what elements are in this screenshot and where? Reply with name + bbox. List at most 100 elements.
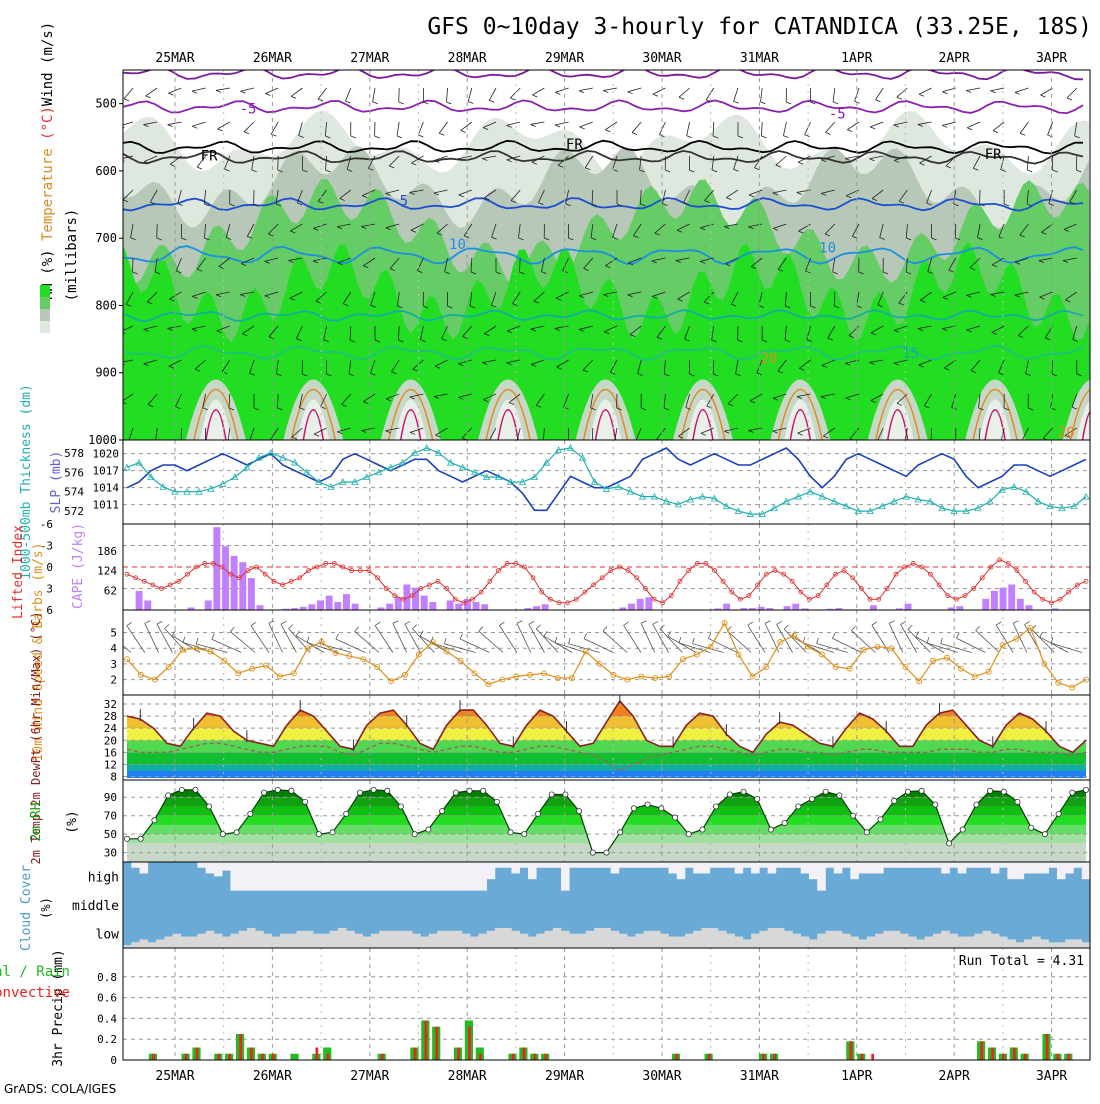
rh-marker	[782, 820, 787, 825]
thickness-tick-label: 574	[64, 486, 84, 499]
cloud-low-bar	[735, 937, 744, 948]
thickness-tick-label: 578	[64, 447, 84, 460]
li-line	[127, 560, 1086, 603]
rh-marker	[714, 804, 719, 809]
wind-barb-flag	[375, 622, 380, 625]
rh-marker	[275, 787, 280, 792]
temp-tick-label: 24	[104, 722, 118, 735]
cloud-low-bar	[983, 931, 992, 948]
cape-bar	[447, 600, 454, 610]
cape-bar	[386, 604, 393, 610]
cloud-low-bar	[421, 937, 430, 948]
rh-marker	[1029, 825, 1034, 830]
cloud-low-bar	[693, 931, 702, 948]
cloud-low-bar	[545, 931, 554, 948]
cloud-low-bar	[264, 934, 273, 948]
cloud-low-bar	[230, 934, 239, 948]
wind-barb-flag	[851, 626, 855, 630]
thickness-tick-label: 576	[64, 466, 84, 479]
wind-barb	[145, 623, 159, 652]
cloud-high-bar	[619, 862, 628, 868]
cloud-low-bar	[354, 934, 363, 948]
cloud-low-bar	[288, 934, 297, 948]
wind-barb-flag	[976, 626, 980, 630]
cloud-high-bar	[487, 862, 496, 879]
cape-bar	[317, 600, 324, 610]
cloud-high-bar	[611, 862, 620, 873]
precip-convective-bar	[860, 1054, 863, 1060]
cloud-low-bar	[396, 931, 405, 948]
cape-bar	[991, 591, 998, 610]
cloud-high-bar	[553, 862, 562, 868]
wind-barb-flag	[941, 638, 943, 644]
cloud-high-bar	[768, 862, 777, 873]
isotherm-label: 20	[761, 351, 778, 367]
rh-marker	[1015, 799, 1020, 804]
pressure-tick-label: 500	[95, 97, 117, 111]
rh-marker	[1056, 811, 1061, 816]
cloud-high-bar	[569, 862, 578, 868]
wind-barb	[941, 644, 972, 653]
cape-bar	[429, 602, 436, 610]
rh-marker	[261, 790, 266, 795]
cloud-low-bar	[478, 934, 487, 948]
rh-marker	[371, 787, 376, 792]
wind-barb-flag	[679, 637, 681, 643]
precip-convective-bar	[217, 1054, 220, 1060]
rh-marker	[330, 830, 335, 835]
precip-convective-bar	[991, 1048, 994, 1060]
cape-bar	[956, 606, 963, 610]
wind-barb-flag	[927, 637, 929, 643]
cloud-low-bar	[247, 928, 256, 948]
cloud-axis-unit: (%)	[39, 897, 53, 919]
cloud-high-bar	[495, 862, 504, 868]
cloud-low-bar	[470, 937, 479, 948]
slp-axis-label: SLP (mb)	[49, 451, 64, 514]
rh-marker	[659, 806, 664, 811]
cloud-low-bar	[652, 931, 661, 948]
cloud-high-bar	[826, 862, 835, 868]
precip-convective-bar	[773, 1054, 776, 1060]
precip-tick-label: 0.4	[97, 1012, 117, 1025]
rh-tick-label: 90	[104, 791, 117, 804]
wind-barb-flag	[901, 621, 906, 624]
upper-wind-barb-flag	[181, 442, 186, 444]
wind-barb	[668, 637, 696, 653]
slp-panel	[123, 440, 1100, 524]
precip-convective-bar	[468, 1027, 471, 1060]
precip-convective-bar	[326, 1054, 329, 1060]
cloud-high-bar	[1040, 862, 1049, 873]
wind-barb-flag	[183, 637, 185, 643]
precip-legend-convective: Convective	[0, 985, 70, 1001]
wind-barb-flag	[444, 638, 446, 644]
cloud-low-bar	[387, 931, 396, 948]
upper-yunit: (millibars)	[64, 209, 80, 302]
li-marker	[125, 572, 129, 576]
cloud-low-bar	[817, 934, 826, 948]
cloud-high-bar	[561, 862, 570, 891]
rh-marker	[166, 793, 171, 798]
cloud-high-bar	[371, 862, 380, 891]
cloud-high-bar	[1032, 862, 1041, 873]
rh-marker	[919, 788, 924, 793]
cape-bar	[1000, 588, 1007, 610]
wind-barb	[584, 639, 613, 653]
cloud-low-bar	[850, 937, 859, 948]
cloud-high-bar	[206, 862, 215, 873]
wind-barb-flag	[708, 633, 711, 638]
wind-barb-flag	[412, 625, 416, 629]
date-label-bottom: 2APR	[939, 1069, 970, 1084]
rh-marker	[618, 830, 623, 835]
cloud-panel	[123, 862, 1090, 948]
cloud-high-bar	[520, 862, 529, 868]
cloud-low-bar	[321, 934, 330, 948]
wind-tick-label: 5	[110, 627, 117, 640]
cloud-high-bar	[735, 862, 744, 873]
precip-tick-label: 0	[110, 1054, 117, 1067]
cloud-low-bar	[751, 934, 760, 948]
cape-bar	[1026, 605, 1033, 610]
rh-legend-swatch	[40, 309, 50, 321]
wind-barb-flag	[777, 621, 782, 624]
rh-marker	[823, 789, 828, 794]
